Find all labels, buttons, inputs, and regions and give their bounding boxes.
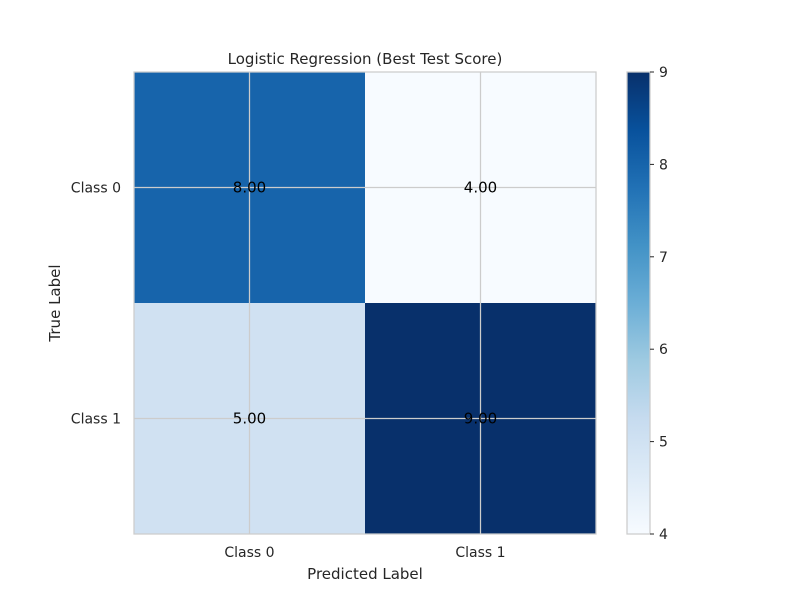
x-tick-labels: Class 0 Class 1 (224, 545, 505, 561)
grid-lines (134, 72, 596, 534)
heatmap-cells (134, 72, 596, 534)
x-tick-label: Class 1 (455, 545, 505, 561)
cell-value-label: 8.00 (233, 179, 266, 197)
colorbar-ticks: 4 5 6 7 8 9 (650, 65, 668, 543)
x-tick-label: Class 0 (224, 545, 274, 561)
colorbar-tick-label: 8 (659, 157, 668, 173)
chart-title: Logistic Regression (Best Test Score) (228, 50, 503, 68)
plot-frame (133, 71, 597, 535)
colorbar-tick-label: 6 (659, 342, 668, 358)
cell-value-label: 9.00 (464, 410, 497, 428)
y-axis-label: True Label (46, 264, 64, 342)
x-axis-label: Predicted Label (307, 565, 423, 583)
cell-value-label: 5.00 (233, 410, 266, 428)
colorbar-tick-label: 7 (659, 250, 668, 266)
colorbar-tick-label: 5 (659, 435, 668, 451)
colorbar-tick-label: 4 (659, 527, 668, 543)
cell-labels: 8.00 4.00 5.00 9.00 (233, 179, 497, 428)
colorbar-tick-label: 9 (659, 65, 668, 81)
cell-value-label: 4.00 (464, 179, 497, 197)
y-tick-label: Class 1 (71, 412, 121, 428)
colorbar (626, 71, 651, 535)
y-tick-label: Class 0 (71, 181, 121, 197)
y-tick-labels: Class 0 Class 1 (71, 181, 121, 428)
